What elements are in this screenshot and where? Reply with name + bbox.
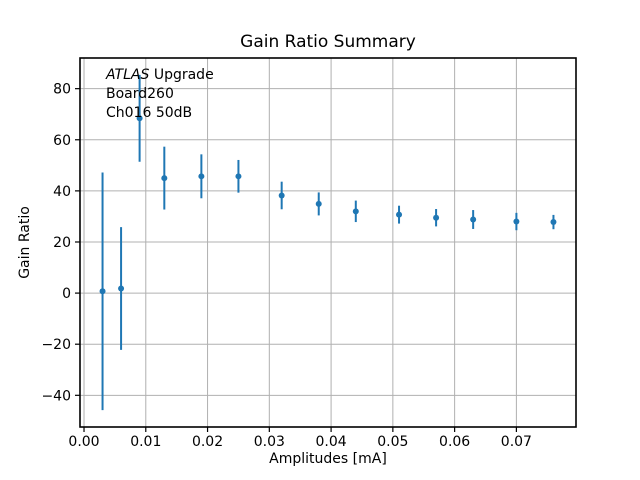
- annotation-experiment: ATLAS: [105, 67, 149, 83]
- data-point: [433, 214, 440, 221]
- axis-ticks: [75, 88, 517, 432]
- y-tick-label: 40: [53, 184, 71, 200]
- x-tick-label: 0.02: [192, 434, 223, 450]
- y-tick-label: −20: [41, 337, 71, 353]
- annotation-board: Board260: [106, 86, 174, 102]
- chart-title: Gain Ratio Summary: [240, 32, 416, 52]
- data-point: [352, 208, 359, 215]
- data-point: [161, 175, 168, 182]
- annotation: ATLAS Upgrade Board260 Ch016 50dB: [105, 67, 218, 121]
- data-point: [235, 173, 242, 180]
- x-axis-label: Amplitudes [mA]: [269, 451, 387, 467]
- annotation-channel: Ch016 50dB: [106, 105, 192, 121]
- y-axis-label: Gain Ratio: [17, 206, 33, 279]
- x-tick-label: 0.03: [254, 434, 285, 450]
- y-tick-label: 60: [53, 133, 71, 149]
- y-tick-label: 20: [53, 235, 71, 251]
- y-tick-label: 80: [53, 82, 71, 98]
- data-point: [136, 115, 143, 122]
- data-point: [315, 200, 322, 207]
- errorbar-series: [99, 74, 557, 411]
- data-point: [470, 216, 477, 223]
- data-point: [550, 219, 557, 226]
- grid-lines: [80, 58, 576, 427]
- tick-labels: 0.00 0.01 0.02 0.03 0.04 0.05 0.06 0.07 80 60 40 20…: [41, 82, 532, 450]
- x-tick-label: 0.07: [501, 434, 532, 450]
- x-tick-label: 0.06: [439, 434, 470, 450]
- x-tick-label: 0.01: [130, 434, 161, 450]
- data-point: [118, 285, 125, 292]
- annotation-upgrade: Upgrade: [149, 67, 213, 83]
- x-tick-label: 0.05: [377, 434, 408, 450]
- data-point: [396, 211, 403, 218]
- x-tick-label: 0.00: [68, 434, 99, 450]
- y-tick-label: 0: [62, 286, 71, 302]
- data-point: [513, 218, 520, 225]
- y-tick-label: −40: [41, 388, 71, 404]
- data-point: [198, 173, 205, 180]
- x-tick-label: 0.04: [316, 434, 347, 450]
- data-point: [278, 192, 285, 199]
- plot-border: [79, 57, 577, 428]
- data-point: [99, 288, 106, 295]
